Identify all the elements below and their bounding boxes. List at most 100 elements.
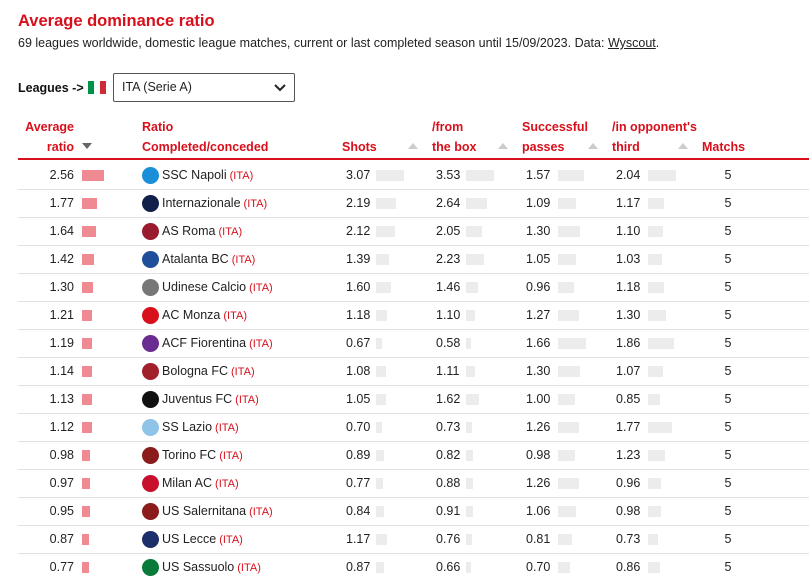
header-from-box[interactable]: /from the box: [432, 117, 476, 157]
passes-bar: [558, 506, 576, 517]
ratio-bar: [82, 534, 90, 545]
passes-bar: [558, 534, 572, 545]
team-name[interactable]: Torino FC: [162, 448, 217, 462]
header-passes-line2: passes: [522, 140, 565, 154]
sort-desc-icon[interactable]: [82, 143, 92, 149]
flag-stripe: [88, 81, 94, 94]
team-country: (ITA): [223, 310, 247, 322]
header-passes[interactable]: Successful passes: [522, 117, 588, 157]
team-name[interactable]: Atalanta BC: [162, 252, 229, 266]
team-name[interactable]: Juventus FC: [162, 392, 233, 406]
shots-bar: [376, 338, 383, 349]
header-team[interactable]: Ratio Completed/conceded: [142, 117, 268, 157]
team-name[interactable]: US Sassuolo: [162, 560, 235, 574]
table-row: 1.14 Bologna FC (ITA) 1.08 1.11 1.30 1.07 5: [18, 358, 809, 386]
matches-value: 5: [724, 308, 732, 322]
ratio-bar: [82, 450, 91, 461]
team-name[interactable]: AS Roma: [162, 224, 216, 238]
team-name[interactable]: SS Lazio: [162, 420, 213, 434]
chevron-down-icon: [274, 84, 286, 92]
shots-bar: [376, 506, 384, 517]
table-row: 1.13 Juventus FC (ITA) 1.05 1.62 1.00 0.85 5: [18, 386, 809, 414]
header-opponent-third[interactable]: /in opponent's third: [612, 117, 697, 157]
shots-bar: [376, 282, 391, 293]
box-bar: [466, 478, 473, 489]
team-country: (ITA): [219, 534, 243, 546]
shots-value: 1.18: [346, 308, 371, 322]
team-cell: Udinese Calcio (ITA): [162, 274, 273, 301]
matches-value: 5: [724, 252, 732, 266]
team-cell: US Salernitana (ITA): [162, 498, 273, 525]
team-country: (ITA): [215, 478, 239, 490]
shots-bar: [376, 534, 387, 545]
passes-bar: [558, 562, 570, 573]
shots-bar: [376, 310, 387, 321]
passes-value: 0.81: [526, 532, 551, 546]
subtitle-text: 69 leagues worldwide, domestic league ma…: [18, 36, 608, 50]
box-bar: [466, 506, 474, 517]
ratio-bar: [82, 198, 98, 209]
ratio-value: 1.13: [49, 392, 74, 406]
header-matches[interactable]: Matchs: [702, 140, 746, 154]
box-value: 0.73: [436, 420, 461, 434]
box-value: 0.66: [436, 560, 461, 574]
shots-bar: [376, 394, 386, 405]
box-bar: [466, 226, 483, 237]
passes-bar: [558, 338, 586, 349]
team-name[interactable]: Internazionale: [162, 196, 241, 210]
box-bar: [466, 198, 487, 209]
header-shots[interactable]: Shots: [342, 140, 377, 154]
table-row: 0.97 Milan AC (ITA) 0.77 0.88 1.26 0.96 5: [18, 470, 809, 498]
team-crest-icon: [142, 307, 159, 324]
sort-passes-icon[interactable]: [588, 143, 598, 149]
sort-box-icon[interactable]: [498, 143, 508, 149]
team-name[interactable]: ACF Fiorentina: [162, 336, 247, 350]
matches-value: 5: [724, 448, 732, 462]
team-country: (ITA): [237, 562, 261, 574]
team-crest-icon: [142, 531, 159, 548]
team-cell: SSC Napoli (ITA): [162, 162, 253, 189]
ratio-bar: [82, 282, 94, 293]
third-bar: [648, 394, 660, 405]
sort-shots-icon[interactable]: [408, 143, 418, 149]
passes-bar: [558, 170, 585, 181]
team-name[interactable]: US Lecce: [162, 532, 217, 546]
header-box-line1: /from: [432, 120, 464, 134]
header-average-ratio[interactable]: Average ratio: [18, 117, 74, 157]
third-bar: [648, 422, 673, 433]
team-name[interactable]: SSC Napoli: [162, 168, 227, 182]
box-bar: [466, 562, 472, 573]
shots-value: 0.67: [346, 336, 371, 350]
league-select[interactable]: ITA (Serie A): [113, 73, 295, 102]
box-bar: [466, 366, 475, 377]
third-bar: [648, 282, 665, 293]
ratio-value: 1.19: [49, 336, 74, 350]
team-crest-icon: [142, 475, 159, 492]
team-name[interactable]: Udinese Calcio: [162, 280, 247, 294]
matches-value: 5: [724, 420, 732, 434]
box-bar: [466, 450, 473, 461]
passes-value: 1.26: [526, 476, 551, 490]
sort-third-icon[interactable]: [678, 143, 688, 149]
team-name[interactable]: Milan AC: [162, 476, 213, 490]
team-cell: US Sassuolo (ITA): [162, 554, 261, 581]
team-name[interactable]: AC Monza: [162, 308, 221, 322]
source-link[interactable]: Wyscout: [607, 36, 656, 50]
shots-value: 0.77: [346, 476, 371, 490]
passes-value: 1.09: [526, 196, 551, 210]
team-country: (ITA): [243, 198, 268, 210]
box-value: 0.58: [436, 336, 461, 350]
table-row: 0.77 US Sassuolo (ITA) 0.87 0.66 0.70 0.86 5: [18, 554, 809, 581]
league-select-value: ITA (Serie A): [122, 80, 192, 94]
team-name[interactable]: US Salernitana: [162, 504, 247, 518]
third-value: 1.86: [616, 336, 641, 350]
team-crest-icon: [142, 167, 159, 184]
team-country: (ITA): [231, 254, 256, 266]
ratio-bar: [82, 170, 104, 181]
box-value: 1.62: [436, 392, 461, 406]
matches-value: 5: [724, 392, 732, 406]
team-name[interactable]: Bologna FC: [162, 364, 229, 378]
ratio-value: 1.77: [49, 196, 74, 210]
passes-value: 0.70: [526, 560, 551, 574]
third-value: 1.03: [616, 252, 641, 266]
